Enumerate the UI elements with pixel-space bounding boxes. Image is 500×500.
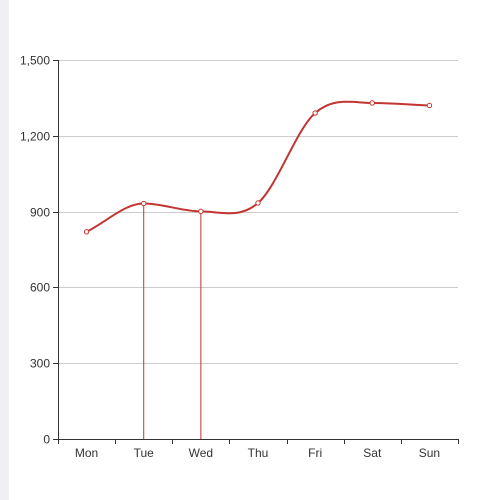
y-tick-label: 300	[30, 357, 50, 371]
left-sidebar-strip	[0, 0, 9, 500]
data-point[interactable]	[426, 102, 433, 109]
data-point[interactable]	[312, 110, 318, 116]
x-tick-label: Sun	[419, 446, 440, 460]
x-tick-label: Tue	[134, 446, 155, 460]
data-point[interactable]	[369, 100, 375, 106]
y-tick-label: 1,200	[20, 130, 50, 144]
drop-lines	[143, 203, 202, 439]
x-tick-label: Sat	[363, 446, 382, 460]
x-tick-label: Wed	[189, 446, 213, 460]
y-tick-label: 0	[43, 433, 50, 447]
axes: 0 300 600 900 1,200 1,500 Mon Tue Wed Thu Fri Sat Su…	[20, 54, 459, 460]
y-tick-label: 1,500	[20, 54, 50, 68]
x-tick-label: Fri	[308, 446, 322, 460]
grid-lines	[58, 60, 458, 364]
y-tick-label: 600	[30, 281, 50, 295]
y-tick-label: 900	[30, 206, 50, 220]
x-tick-label: Thu	[248, 446, 269, 460]
data-point[interactable]	[255, 200, 261, 206]
data-point[interactable]	[198, 208, 204, 215]
data-points	[83, 100, 433, 235]
data-point[interactable]	[141, 200, 147, 207]
x-tick-label: Mon	[75, 446, 98, 460]
data-point[interactable]	[83, 229, 90, 235]
